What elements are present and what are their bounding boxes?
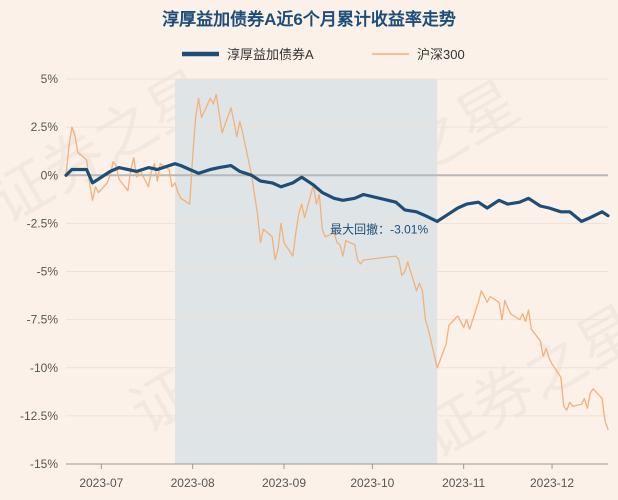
y-tick-label: -15%	[30, 457, 58, 471]
x-axis: 2023-07 2023-08 2023-09 2023-10 2023-11 2023-…	[66, 463, 608, 490]
y-tick-label: -10%	[30, 361, 58, 375]
series-layer	[64, 93, 610, 430]
y-tick-label: -12.5%	[20, 409, 58, 423]
legend-label-index: 沪深300	[417, 47, 465, 62]
x-tick-label: 2023-12	[530, 476, 574, 490]
series-line-index	[65, 93, 609, 430]
y-tick-label: 2.5%	[31, 120, 59, 134]
legend-label-fund: 淳厚益加债券A	[227, 47, 314, 62]
y-tick-label: -7.5%	[27, 313, 59, 327]
x-tick-label: 2023-11	[442, 476, 485, 490]
y-tick-label: 0%	[41, 168, 59, 182]
y-axis: 5% 2.5% 0% -2.5% -5% -7.5% -10% -12.5% -15%	[20, 72, 58, 471]
legend: 淳厚益加债券A 沪深300	[182, 47, 465, 62]
y-tick-label: -2.5%	[27, 216, 59, 230]
chart-title: 淳厚益加债券A近6个月累计收益率走势	[162, 9, 456, 29]
x-tick-label: 2023-07	[79, 476, 123, 490]
series-line-fund	[64, 162, 610, 223]
x-tick-label: 2023-10	[350, 476, 394, 490]
max-drawdown-label: 最大回撤：-3.01%	[330, 221, 428, 236]
x-tick-label: 2023-09	[262, 476, 306, 490]
x-tick-label: 2023-08	[171, 476, 215, 490]
y-tick-label: 5%	[41, 72, 59, 86]
y-tick-label: -5%	[37, 265, 59, 279]
